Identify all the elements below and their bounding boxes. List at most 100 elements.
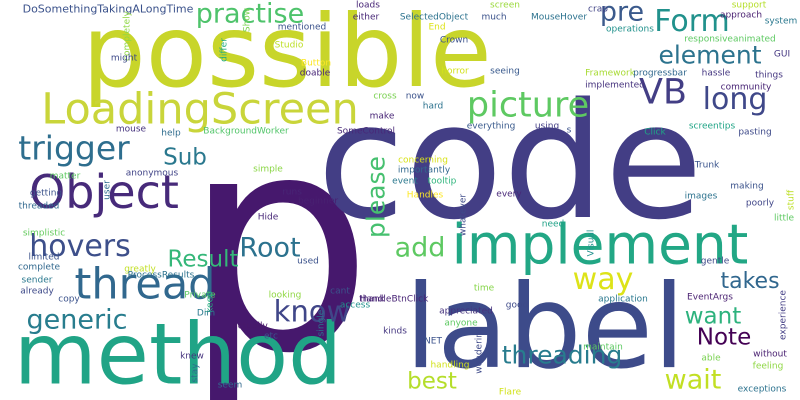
- word-looking: looking: [268, 290, 302, 301]
- word-handles: Handles: [406, 190, 444, 201]
- word-horror: horror: [441, 66, 469, 77]
- word-actually: actually: [232, 321, 268, 332]
- word-processresults: ProcessResults: [127, 270, 195, 281]
- word-tooltip: tooltip: [427, 176, 457, 187]
- word-selectedobject: SelectedObject: [399, 12, 469, 23]
- word-label: label: [404, 260, 686, 395]
- word-takes: takes: [720, 269, 780, 294]
- word-anonymous: anonymous: [125, 168, 179, 179]
- word-single: single: [316, 309, 327, 337]
- word-limited: limited: [28, 252, 60, 263]
- word-backgroundworker: BackgroundWorker: [203, 126, 289, 137]
- word-progressbar: progressbar: [633, 68, 687, 79]
- word-note: Note: [696, 324, 752, 351]
- word-practise: practise: [195, 0, 305, 30]
- word-gui: GUI: [773, 49, 791, 60]
- word-thread: thread: [74, 259, 216, 310]
- word-method: method: [13, 305, 343, 400]
- word-loads: loads: [356, 0, 380, 11]
- word-pasting: pasting: [738, 127, 772, 138]
- word-able: able: [701, 353, 721, 364]
- word-screen: screen: [490, 0, 520, 11]
- word-make: make: [369, 111, 395, 122]
- word-kinds: kinds: [383, 326, 407, 337]
- word-eventargs: EventArgs: [687, 292, 733, 303]
- word-generic: generic: [26, 304, 128, 336]
- word-either: either: [352, 12, 380, 23]
- word-images: images: [684, 191, 718, 202]
- word-long: long: [702, 82, 768, 117]
- word-code: code: [317, 68, 703, 255]
- word-little: little: [773, 213, 795, 224]
- word-without: without: [753, 349, 787, 360]
- word-mousehover: MouseHover: [530, 12, 588, 23]
- word-show: Show: [242, 7, 253, 33]
- word-add: add: [394, 232, 446, 264]
- word-hassle: hassle: [701, 68, 731, 79]
- word-s: s: [566, 125, 572, 136]
- word-importantly: importantly: [397, 165, 451, 176]
- word-flare: Flare: [498, 387, 522, 398]
- word-feeling: feeling: [752, 361, 784, 372]
- word-framework: Framework: [585, 68, 635, 79]
- word-might: might: [110, 53, 138, 64]
- word-net: NET: [424, 336, 442, 347]
- word-doable: doable: [299, 68, 331, 79]
- word-p: p: [182, 70, 374, 400]
- word-community: community: [720, 82, 772, 93]
- word-hovers: hovers: [29, 229, 131, 264]
- word-complete: complete: [17, 262, 61, 273]
- word-best: best: [407, 368, 457, 395]
- word-getting: getting: [29, 188, 63, 199]
- word-object: Object: [29, 165, 179, 219]
- word-anyone: anyone: [444, 318, 478, 329]
- word-used: used: [297, 256, 319, 267]
- word-sender: sender: [21, 275, 53, 286]
- word-form: Form: [654, 4, 730, 39]
- word-trigger: trigger: [18, 128, 130, 168]
- word-cant: cant: [330, 286, 350, 297]
- word-mouse: mouse: [115, 124, 147, 135]
- word-things: things: [755, 70, 783, 81]
- word-element: element: [658, 40, 762, 70]
- word-much: much: [481, 12, 507, 23]
- word-matter: matter: [49, 171, 81, 182]
- word-loadingscreen: LoadingScreen: [41, 84, 359, 135]
- word-know: know: [273, 294, 351, 329]
- word-concerning: concerning: [398, 155, 448, 166]
- word-result: Result: [167, 246, 239, 273]
- word-crown: Crown: [439, 35, 469, 46]
- word-responsiveanimated: responsiveanimated: [684, 34, 776, 45]
- word-exceptions: exceptions: [737, 384, 787, 395]
- word-threading: threading: [501, 340, 623, 370]
- word-mentioned: mentioned: [277, 22, 327, 33]
- word-stuff: stuff: [786, 189, 797, 211]
- word-sub: Sub: [163, 144, 207, 171]
- word-private: Private: [184, 290, 216, 301]
- word-end: End: [428, 22, 446, 33]
- word-handlebtnclick: HandleBtnClick: [359, 294, 429, 305]
- word-root: Root: [239, 232, 301, 264]
- word-need: need: [541, 219, 565, 230]
- word-possible: possible: [82, 0, 492, 110]
- word-pre: pre: [599, 0, 645, 28]
- word-user: user: [102, 180, 113, 200]
- word-stay: stay: [190, 363, 201, 383]
- word-simple: simple: [253, 164, 283, 175]
- word-dim: Dim: [196, 308, 216, 319]
- word-already: already: [20, 286, 54, 297]
- word-thank: thank: [359, 294, 385, 305]
- word-operations: operations: [606, 24, 654, 35]
- word-approach: approach: [719, 10, 763, 21]
- word-maintain: maintain: [583, 342, 623, 353]
- word-copy: copy: [58, 294, 80, 305]
- word-crap: crap: [588, 4, 608, 15]
- word-screentips: screentips: [688, 121, 736, 132]
- word-everything: everything: [466, 121, 516, 132]
- word-access: access: [339, 300, 371, 311]
- word-trunk: Trunk: [694, 160, 720, 171]
- word-etc: etc: [263, 331, 279, 342]
- word-beginner: beginner: [297, 196, 339, 207]
- word-wait: wait: [664, 364, 722, 396]
- word-system: system: [764, 16, 798, 27]
